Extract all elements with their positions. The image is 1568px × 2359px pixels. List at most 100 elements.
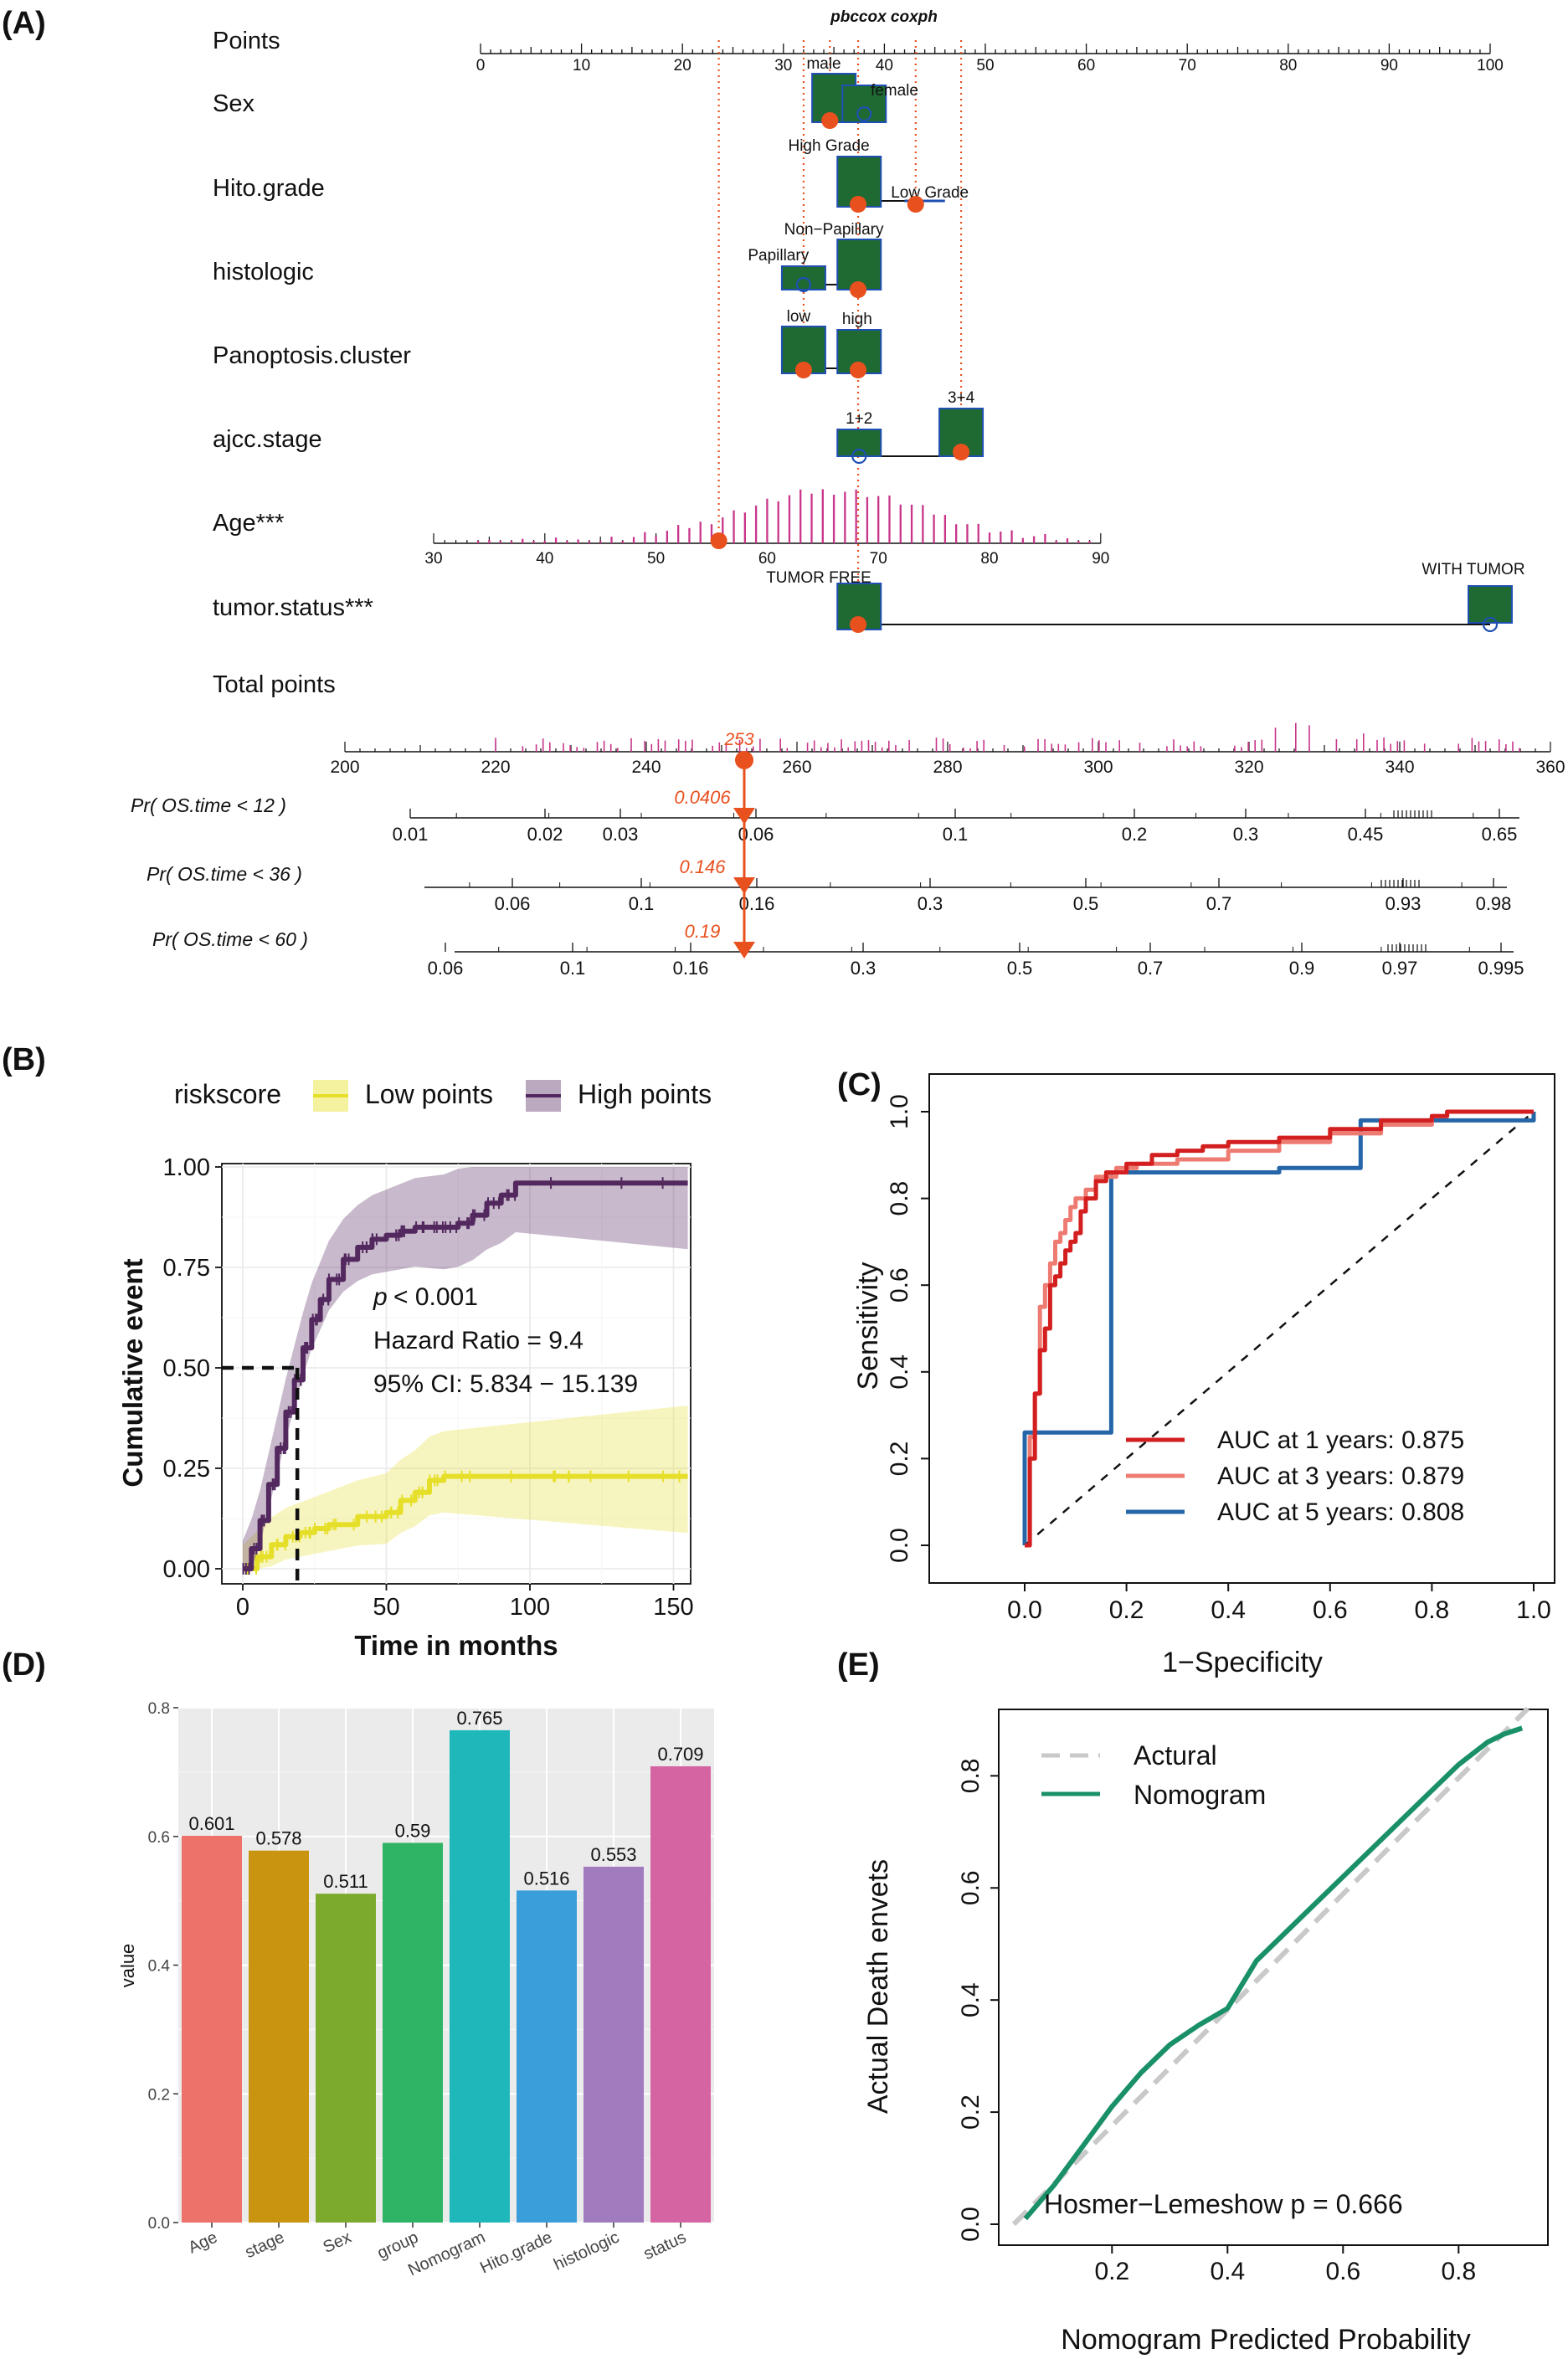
bar-group <box>383 1842 443 2223</box>
prob-tick-label: 0.7 <box>1206 893 1232 914</box>
prob-tick-label: 0.03 <box>603 824 639 845</box>
prob-tick-label: 0.9 <box>1289 958 1315 979</box>
plot-frame <box>928 1073 1555 1584</box>
y-tick-label: 1.0 <box>886 1094 913 1129</box>
y-tick-label: 0.4 <box>886 1354 913 1390</box>
row-label-total: Total points <box>213 671 336 698</box>
legend-title: riskscore <box>174 1079 281 1109</box>
bar-value-label: 0.709 <box>657 1744 703 1765</box>
row-label: histologic <box>213 259 314 285</box>
p-value: < 0.001 <box>393 1283 478 1311</box>
point-marker <box>850 616 867 633</box>
prob-label: Pr( OS.time < 60 ) <box>152 928 308 950</box>
hazard-ratio: Hazard Ratio = 9.4 <box>373 1327 584 1354</box>
bar-value-label: 0.511 <box>323 1871 368 1892</box>
legend-label-low: Low points <box>365 1079 493 1109</box>
x-axis-label: 1−Specificity <box>1162 1647 1323 1678</box>
prob-tick-label: 0.02 <box>527 824 563 845</box>
y-tick-label: 0.0 <box>886 1528 913 1563</box>
plot-frame <box>221 1163 691 1585</box>
points-tick-label: 100 <box>1477 57 1504 75</box>
prob-tick-label: 0.3 <box>918 893 943 914</box>
panel-a-nomogram: (A) pbccox coxph Points Sex Hito.grade histol… <box>2 6 1565 979</box>
tumor-box-with <box>1468 585 1513 624</box>
bar-Hito.grade <box>517 1890 577 2223</box>
level-label: High Grade <box>788 137 869 155</box>
level-label: 3+4 <box>948 389 975 407</box>
y-tick-label: 0.0 <box>957 2207 984 2242</box>
bar-value-label: 0.765 <box>456 1708 502 1729</box>
prob-tick-label: 0.1 <box>629 893 655 914</box>
row-label: Panoptosis.cluster <box>213 342 411 369</box>
y-axis-label: value <box>117 1944 138 1988</box>
total-tick-label: 320 <box>1234 758 1263 777</box>
panel-label-d: (D) <box>2 1647 46 1683</box>
total-tick-label: 340 <box>1385 758 1414 777</box>
level-label: low <box>787 308 811 326</box>
x-tick-label: stage <box>242 2228 287 2263</box>
x-tick-label: 0 <box>236 1594 249 1621</box>
point-marker <box>794 362 812 378</box>
y-tick-label: 0.2 <box>886 1442 913 1477</box>
plot-frame <box>998 1709 1549 2246</box>
x-tick-label: 0.2 <box>1109 1596 1144 1624</box>
panel-c-roc: (C) 0.0 0.0 0.2 0.2 0.4 0.4 0.6 0.6 0.8 0.8 1.0 1.0 1… <box>837 1067 1555 1678</box>
bar-histologic <box>584 1866 644 2223</box>
x-tick-label: 0.4 <box>1211 1596 1246 1624</box>
diagonal <box>1024 1111 1535 1546</box>
level-label: Non−Papillary <box>784 221 884 239</box>
reference-line <box>1011 1706 1530 2227</box>
prob-tick-label: 0.06 <box>428 958 464 979</box>
prob-label: Pr( OS.time < 12 ) <box>131 794 286 816</box>
x-tick-label: 100 <box>510 1594 550 1621</box>
y-tick-label: 0.75 <box>163 1255 210 1282</box>
prob-tick-label: 0.06 <box>495 893 531 914</box>
row-label: Age*** <box>213 510 284 537</box>
prob-arrow <box>733 808 755 825</box>
prob-tick-label: 0.7 <box>1138 958 1164 979</box>
x-tick-label: 0.8 <box>1415 1596 1450 1624</box>
point-marker <box>953 444 970 460</box>
total-tick-label: 360 <box>1535 758 1565 777</box>
x-tick-label: 0.0 <box>1007 1596 1042 1624</box>
points-tick-label: 90 <box>1380 57 1398 75</box>
nomogram-line <box>1023 1725 1524 2221</box>
points-tick-label: 70 <box>1179 57 1196 75</box>
legend-label-nomo: Nomogram <box>1134 1780 1266 1810</box>
x-tick-label: histologic <box>551 2228 622 2274</box>
prob-value-label: 0.19 <box>685 921 721 942</box>
bar-Sex <box>316 1894 376 2223</box>
y-tick-label: 0.6 <box>148 1829 170 1847</box>
level-label: TUMOR FREE <box>766 569 871 587</box>
y-axis-label: Sensitivity <box>852 1262 884 1390</box>
panel-label-a: (A) <box>2 6 46 41</box>
age-tick-label: 70 <box>870 550 887 568</box>
prob-tick-label: 0.5 <box>1073 893 1099 914</box>
total-tick-label: 260 <box>782 758 811 777</box>
ci-text: 95% CI: 5.834 − 15.139 <box>373 1370 638 1398</box>
roc-curve-0 <box>1025 1109 1534 1548</box>
age-tick-label: 60 <box>758 550 776 568</box>
panel-label-e: (E) <box>837 1647 880 1683</box>
row-label: ajcc.stage <box>213 426 322 453</box>
points-tick-label: 40 <box>876 57 893 75</box>
total-marker <box>735 751 753 769</box>
prob-tick-label: 0.995 <box>1478 958 1524 979</box>
y-tick-label: 0.6 <box>957 1870 984 1905</box>
y-tick-label: 0.25 <box>163 1456 210 1483</box>
point-marker <box>710 532 727 549</box>
points-tick-label: 0 <box>476 57 486 75</box>
points-tick-label: 30 <box>774 57 792 75</box>
x-tick-label: 0.6 <box>1325 2258 1360 2285</box>
point-marker <box>850 362 867 378</box>
y-tick-label: 0.2 <box>148 2086 170 2104</box>
total-tick-label: 300 <box>1083 758 1113 777</box>
points-tick-label: 50 <box>976 57 994 75</box>
panel-b-km: (B) riskscore Low points High points 0.00 0.2… <box>2 1042 712 1661</box>
x-tick-label: 150 <box>653 1594 693 1621</box>
y-tick-label: 0.6 <box>886 1267 913 1303</box>
row-label: tumor.status*** <box>213 594 373 621</box>
y-tick-label: 0.8 <box>886 1181 913 1216</box>
total-tick-label: 200 <box>330 758 359 777</box>
